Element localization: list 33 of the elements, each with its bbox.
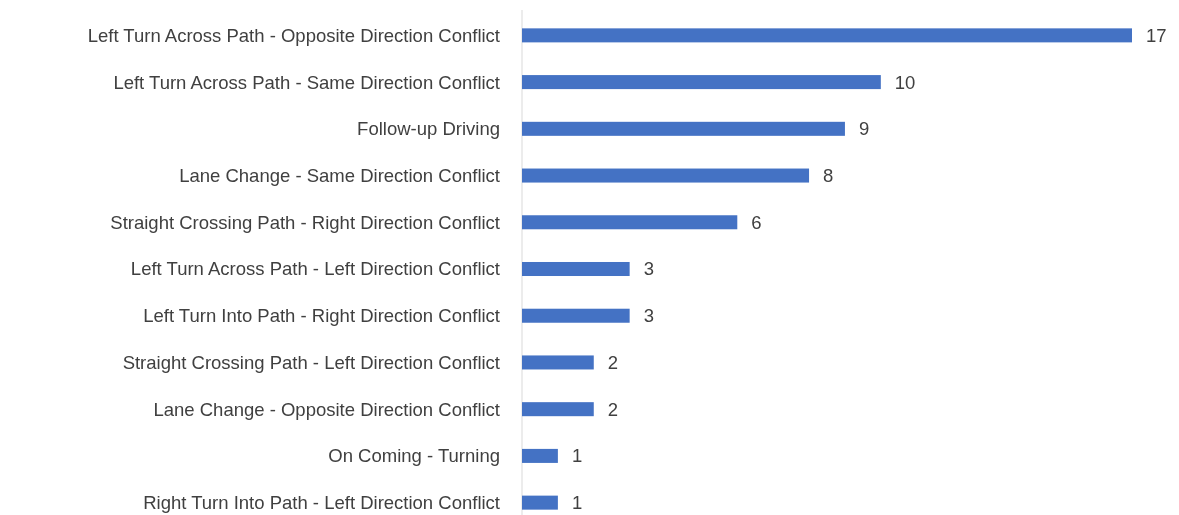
bar (522, 121, 845, 136)
data-label: 2 (607, 351, 619, 373)
y-tick-label: Follow-up Driving (357, 118, 500, 140)
bar (522, 215, 738, 230)
data-label: 3 (643, 258, 654, 280)
data-label: 10 (894, 71, 916, 93)
data-label: 1 (571, 492, 583, 514)
y-tick-label: Straight Crossing Path - Left Direction Conflict (122, 351, 500, 373)
bar (522, 28, 1132, 43)
bar (522, 261, 630, 277)
y-tick-label: Left Turn Across Path - Opposite Direction Conflict (87, 24, 500, 46)
y-tick-label: Left Turn Into Path - Right Direction Conflict (143, 305, 500, 327)
y-tick-label: Left Turn Across Path - Left Direction Conflict (130, 258, 500, 280)
data-label: 9 (858, 118, 870, 140)
data-label: 6 (751, 211, 762, 233)
y-tick-label: Lane Change - Same Direction Conflict (179, 165, 500, 187)
bar (522, 355, 594, 370)
data-label: 8 (823, 165, 834, 187)
bar (522, 402, 594, 417)
bar (522, 308, 630, 323)
y-tick-label: Straight Crossing Path - Right Direction Conflict (110, 211, 500, 233)
y-tick-label: Right Turn Into Path - Left Direction Conflict (143, 492, 500, 514)
y-tick-label: Lane Change - Opposite Direction Conflict (153, 398, 500, 420)
y-tick-label: Left Turn Across Path - Same Direction Conflict (113, 71, 500, 93)
bar (522, 75, 881, 90)
bar (522, 495, 558, 510)
data-label: 3 (643, 305, 654, 327)
bar (522, 168, 810, 183)
data-label: 2 (607, 398, 619, 420)
data-label: 17 (1146, 24, 1167, 46)
bar (522, 448, 558, 463)
y-tick-label: On Coming - Turning (328, 445, 500, 467)
data-label: 1 (571, 445, 583, 467)
